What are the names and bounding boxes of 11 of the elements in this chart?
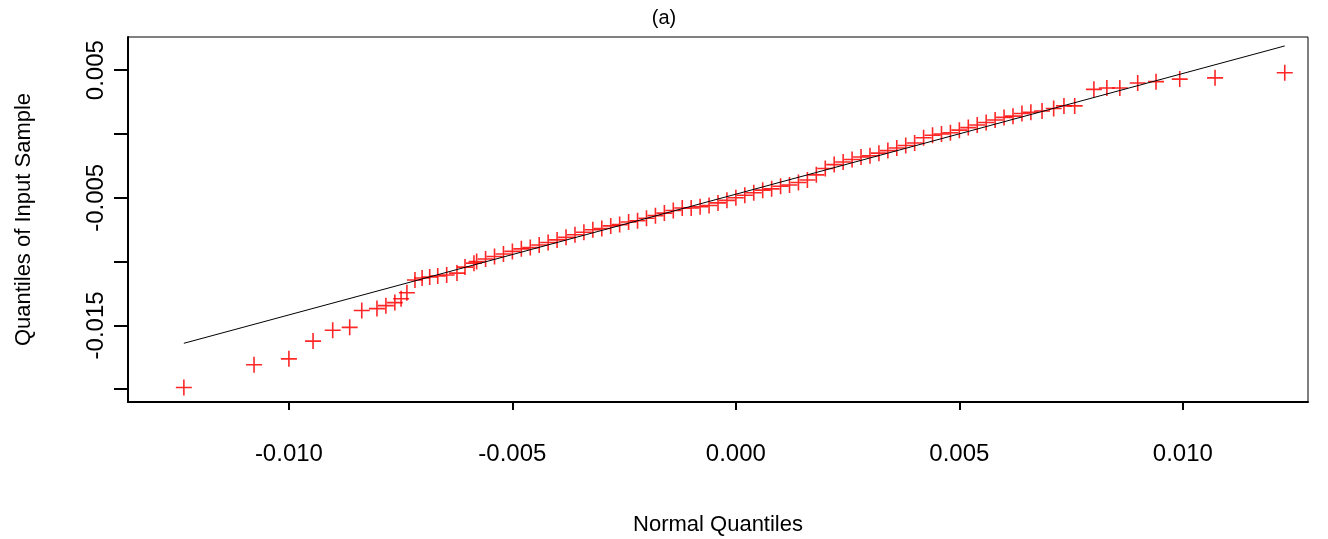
x-tick-label: -0.005 [478,438,547,466]
x-tick-label: 0.000 [705,438,766,466]
x-axis-title: Normal Quantiles [633,510,803,536]
y-axis-title: Quantiles of Input Sample [9,92,35,347]
x-tick-label: -0.010 [254,438,323,466]
x-tick-label: 0.005 [929,438,990,466]
y-tick-label: -0.005 [80,163,108,232]
y-tick-label: -0.015 [80,291,108,360]
x-tick-label: 0.010 [1152,438,1213,466]
y-tick-label: 0.005 [80,40,108,101]
chart-title: (a) [651,6,677,28]
